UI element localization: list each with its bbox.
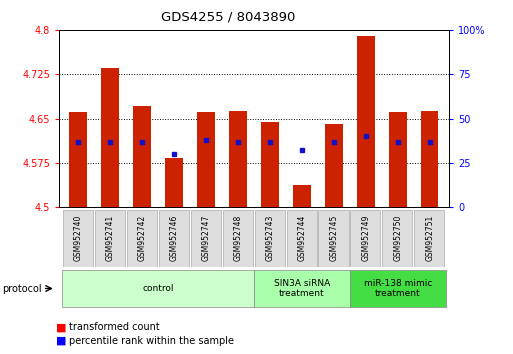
Text: SIN3A siRNA
treatment: SIN3A siRNA treatment bbox=[274, 279, 330, 298]
Text: GSM952750: GSM952750 bbox=[393, 215, 402, 261]
Bar bbox=[254, 270, 350, 307]
Bar bbox=[261, 121, 279, 207]
Bar bbox=[223, 210, 253, 267]
Bar bbox=[191, 210, 221, 267]
Bar bbox=[133, 105, 151, 207]
Bar bbox=[415, 210, 444, 267]
Text: percentile rank within the sample: percentile rank within the sample bbox=[69, 336, 234, 346]
Bar bbox=[287, 210, 317, 267]
Bar bbox=[254, 210, 285, 267]
Text: protocol: protocol bbox=[3, 284, 42, 293]
Text: GSM952740: GSM952740 bbox=[74, 215, 83, 261]
Bar bbox=[357, 36, 374, 207]
Text: ■: ■ bbox=[56, 322, 67, 332]
Bar bbox=[319, 210, 348, 267]
Text: GSM952742: GSM952742 bbox=[137, 215, 147, 261]
Bar bbox=[382, 210, 412, 267]
Text: GSM952747: GSM952747 bbox=[202, 215, 210, 261]
Bar bbox=[63, 210, 93, 267]
Text: GSM952744: GSM952744 bbox=[298, 215, 306, 261]
Text: GSM952751: GSM952751 bbox=[425, 215, 434, 261]
Bar bbox=[293, 185, 311, 207]
Bar bbox=[165, 158, 183, 207]
Bar bbox=[95, 210, 125, 267]
Bar bbox=[102, 68, 119, 207]
Bar bbox=[421, 111, 439, 207]
Bar bbox=[389, 112, 406, 207]
Text: GSM952749: GSM952749 bbox=[361, 215, 370, 261]
Bar bbox=[159, 210, 189, 267]
Text: GSM952741: GSM952741 bbox=[106, 215, 114, 261]
Text: transformed count: transformed count bbox=[69, 322, 160, 332]
Text: GSM952746: GSM952746 bbox=[169, 215, 179, 261]
Bar bbox=[325, 125, 343, 207]
Bar bbox=[62, 270, 254, 307]
Text: GSM952748: GSM952748 bbox=[233, 215, 243, 261]
Bar bbox=[197, 112, 215, 207]
Text: GSM952745: GSM952745 bbox=[329, 215, 339, 261]
Bar bbox=[127, 210, 157, 267]
Bar bbox=[350, 210, 381, 267]
Text: GDS4255 / 8043890: GDS4255 / 8043890 bbox=[161, 11, 295, 24]
Bar bbox=[350, 270, 446, 307]
Text: miR-138 mimic
treatment: miR-138 mimic treatment bbox=[364, 279, 432, 298]
Text: GSM952743: GSM952743 bbox=[265, 215, 274, 261]
Bar bbox=[229, 111, 247, 207]
Text: ■: ■ bbox=[56, 336, 67, 346]
Bar bbox=[69, 112, 87, 207]
Text: control: control bbox=[142, 284, 174, 293]
